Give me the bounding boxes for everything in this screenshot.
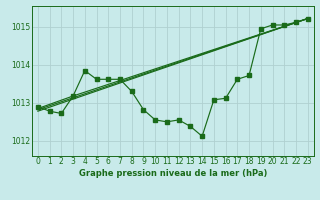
X-axis label: Graphe pression niveau de la mer (hPa): Graphe pression niveau de la mer (hPa) — [79, 169, 267, 178]
